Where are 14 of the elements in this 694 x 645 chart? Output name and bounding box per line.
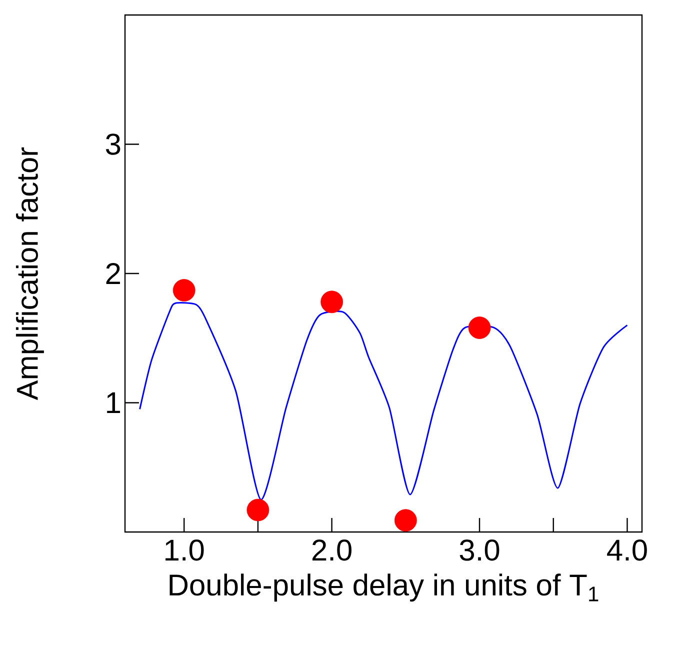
point [468, 316, 491, 339]
x-tick-label: 3.0 [460, 540, 500, 561]
x-tick-label: 1.0 [166, 540, 204, 561]
point [246, 498, 270, 522]
point [320, 290, 344, 314]
y-axis-title: Amplification factor [16, 147, 44, 400]
point [394, 509, 417, 532]
x-tick-label: 2.0 [312, 540, 352, 561]
x-axis-title: Double-pulse delay in units of T$_{1}$ [170, 574, 598, 602]
y-tick-label: 1 [107, 392, 120, 414]
y-tick-label: 3 [106, 134, 120, 155]
x-tick-label: 4.0 [607, 540, 647, 561]
y-tick-label: 2 [106, 263, 120, 284]
point [172, 279, 196, 302]
